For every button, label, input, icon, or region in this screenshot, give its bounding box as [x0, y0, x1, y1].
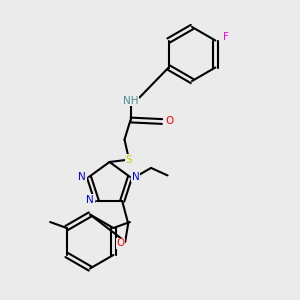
Text: N: N	[132, 172, 139, 182]
Text: O: O	[117, 238, 125, 248]
Text: S: S	[126, 154, 132, 165]
Text: N: N	[79, 172, 86, 182]
Text: F: F	[223, 32, 229, 43]
Text: O: O	[165, 116, 174, 127]
Text: NH: NH	[123, 95, 138, 106]
Text: N: N	[86, 195, 94, 205]
